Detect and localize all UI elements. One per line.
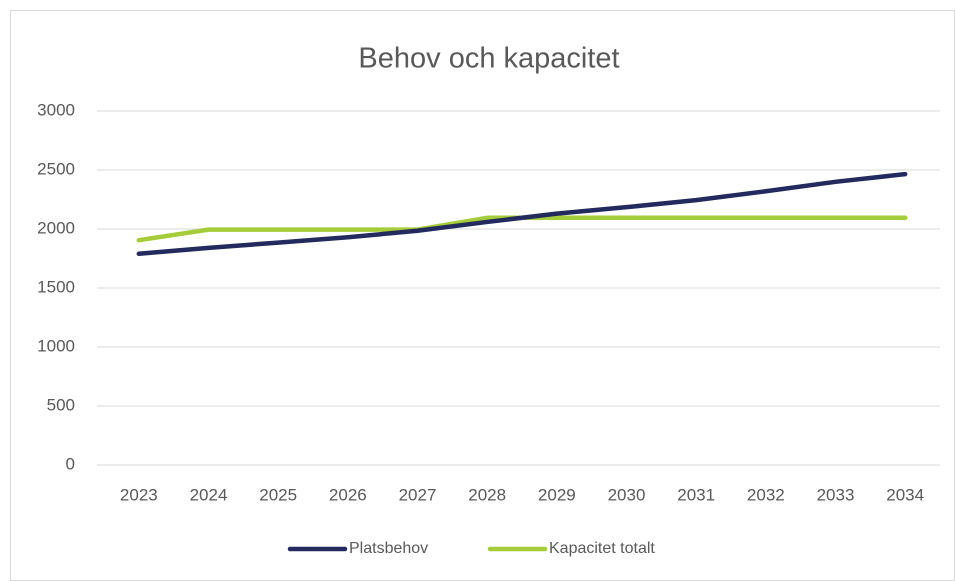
x-tick-label: 2034: [886, 485, 924, 504]
y-tick-label: 1000: [37, 336, 75, 355]
chart-title: Behov och kapacitet: [358, 43, 619, 75]
x-tick-label: 2033: [817, 485, 855, 504]
legend-label: Kapacitet totalt: [549, 540, 655, 557]
x-tick-label: 2032: [747, 485, 785, 504]
x-tick-label: 2030: [608, 485, 646, 504]
x-tick-label: 2029: [538, 485, 576, 504]
x-tick-label: 2024: [190, 485, 228, 504]
y-tick-label: 0: [66, 454, 75, 473]
y-tick-label: 500: [47, 395, 75, 414]
legend-label: Platsbehov: [349, 540, 428, 557]
line-series: [136, 171, 908, 257]
y-tick-label: 3000: [37, 100, 75, 119]
x-tick-label: 2023: [120, 485, 158, 504]
x-tick-label: 2026: [329, 485, 367, 504]
y-tick-label: 2500: [37, 159, 75, 178]
x-tick-label: 2028: [468, 485, 506, 504]
x-tick-label: 2027: [399, 485, 437, 504]
x-tick-label: 2025: [259, 485, 297, 504]
chart-border: [10, 10, 955, 581]
x-tick-label: 2031: [677, 485, 715, 504]
y-tick-label: 1500: [37, 277, 75, 296]
y-tick-label: 2000: [37, 218, 75, 237]
